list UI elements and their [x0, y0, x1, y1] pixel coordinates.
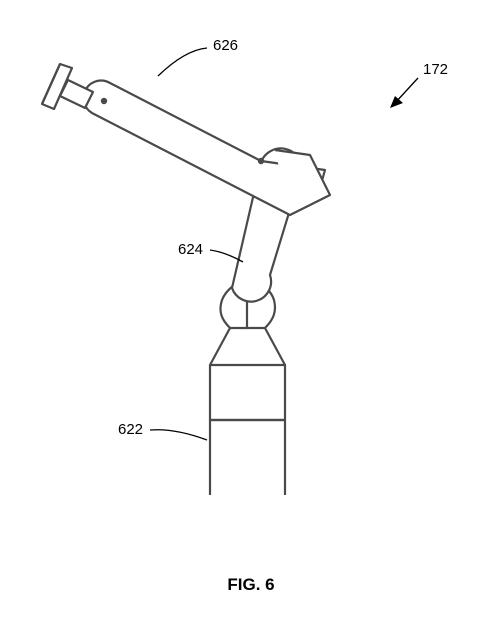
figure-caption: FIG. 6	[227, 575, 274, 594]
label-624: 624	[178, 241, 203, 258]
label-626: 626	[213, 37, 238, 54]
end-bracket-626	[42, 64, 93, 109]
figure-svg: 626 172 624 622 FIG. 6	[0, 0, 503, 617]
label-172: 172	[423, 61, 448, 78]
upper-link	[84, 81, 330, 215]
label-622: 622	[118, 421, 143, 438]
base-622	[210, 280, 285, 495]
arrow-172	[390, 78, 418, 108]
